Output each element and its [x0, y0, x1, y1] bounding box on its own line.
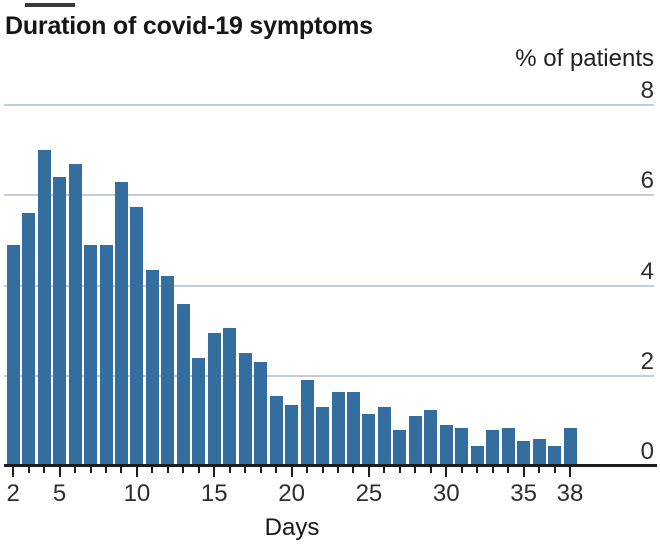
bar-day-27	[393, 429, 407, 466]
bar-day-22	[316, 407, 330, 466]
bar-day-34	[501, 427, 515, 466]
x-minor-tick-14	[197, 467, 200, 473]
bar-day-11	[145, 269, 159, 466]
x-axis-line	[4, 464, 657, 467]
bar-day-6	[68, 163, 82, 466]
x-axis-title: Days	[264, 514, 320, 541]
x-major-tick-10	[135, 467, 138, 477]
bar-day-30	[439, 425, 453, 466]
bar-day-5	[53, 177, 67, 466]
x-tick-label-30: 30	[432, 480, 460, 507]
x-minor-tick-36	[538, 467, 541, 473]
bar-day-25	[362, 414, 376, 466]
x-major-tick-35	[522, 467, 525, 477]
bar-day-18	[254, 362, 268, 466]
x-minor-tick-22	[321, 467, 324, 473]
x-minor-tick-3	[27, 467, 30, 473]
bar-day-10	[130, 206, 144, 466]
x-minor-tick-12	[166, 467, 169, 473]
x-minor-tick-6	[74, 467, 77, 473]
x-minor-tick-29	[429, 467, 432, 473]
gridline-4	[4, 284, 654, 287]
x-minor-tick-4	[43, 467, 46, 473]
bar-day-16	[223, 328, 237, 466]
bar-day-35	[517, 441, 531, 466]
x-minor-tick-34	[507, 467, 510, 473]
x-minor-tick-8	[105, 467, 107, 473]
x-tick-label-35: 35	[510, 480, 537, 507]
bar-day-13	[176, 303, 190, 466]
y-tick-label-6: 6	[640, 167, 654, 195]
x-minor-tick-31	[460, 467, 463, 473]
y-tick-label-0: 0	[640, 438, 654, 465]
bar-day-3	[22, 213, 36, 466]
x-minor-tick-11	[151, 467, 154, 473]
bar-day-33	[486, 429, 500, 466]
x-tick-label-25: 25	[355, 480, 383, 507]
bar-day-8	[99, 244, 113, 466]
x-minor-tick-27	[398, 467, 401, 473]
x-major-tick-20	[290, 467, 293, 477]
bar-day-20	[285, 405, 299, 466]
x-minor-tick-13	[182, 467, 185, 473]
x-minor-tick-28	[414, 467, 417, 473]
x-minor-tick-37	[553, 467, 556, 473]
y-tick-label-2: 2	[640, 347, 654, 375]
bar-day-17	[238, 353, 252, 466]
x-minor-tick-32	[476, 467, 479, 473]
bar-day-4	[37, 150, 51, 466]
x-minor-tick-33	[491, 467, 494, 473]
bar-day-29	[424, 409, 438, 466]
x-tick-label-15: 15	[200, 480, 228, 507]
x-minor-tick-17	[244, 467, 247, 473]
bar-day-19	[269, 396, 283, 466]
x-minor-tick-19	[275, 467, 278, 473]
x-minor-tick-9	[120, 467, 123, 473]
bar-day-24	[346, 391, 360, 466]
x-minor-tick-26	[383, 467, 386, 473]
chart-title: Duration of covid-19 symptoms	[5, 12, 373, 40]
bar-day-23	[331, 391, 345, 466]
bar-day-12	[161, 276, 175, 466]
bar-day-26	[377, 407, 391, 466]
x-minor-tick-16	[228, 467, 231, 473]
bar-day-9	[114, 181, 128, 466]
x-major-tick-5	[58, 467, 61, 477]
gridline-6	[4, 194, 654, 197]
gridline-2	[4, 374, 654, 377]
x-minor-tick-21	[306, 467, 309, 473]
brand-tick-rule	[25, 3, 75, 7]
x-tick-label-2: 2	[6, 480, 20, 507]
x-major-tick-30	[445, 467, 448, 477]
y-tick-label-4: 4	[640, 257, 654, 285]
bar-day-32	[470, 445, 484, 466]
x-major-tick-38	[569, 467, 571, 477]
bar-day-38	[563, 427, 577, 466]
bar-day-21	[300, 380, 314, 466]
bar-day-14	[192, 357, 206, 466]
x-minor-tick-23	[337, 467, 339, 473]
bar-day-2	[6, 244, 20, 466]
x-major-tick-2	[12, 467, 15, 477]
bar-day-36	[532, 438, 546, 466]
y-tick-label-8: 8	[640, 77, 654, 104]
x-tick-label-20: 20	[278, 480, 305, 507]
bar-day-7	[84, 244, 98, 466]
y-axis-unit-label: % of patients	[515, 45, 654, 72]
x-tick-label-38: 38	[556, 480, 584, 507]
bar-day-31	[455, 427, 469, 466]
bar-day-37	[548, 445, 562, 466]
gridline-8	[4, 104, 654, 106]
bar-day-28	[408, 416, 422, 466]
x-major-tick-25	[367, 467, 370, 477]
x-minor-tick-24	[352, 467, 355, 473]
x-minor-tick-18	[259, 467, 262, 473]
bar-day-15	[207, 332, 221, 466]
x-tick-label-5: 5	[52, 480, 67, 507]
x-tick-label-10: 10	[123, 480, 151, 507]
x-minor-tick-7	[89, 467, 92, 473]
x-major-tick-15	[213, 467, 216, 477]
